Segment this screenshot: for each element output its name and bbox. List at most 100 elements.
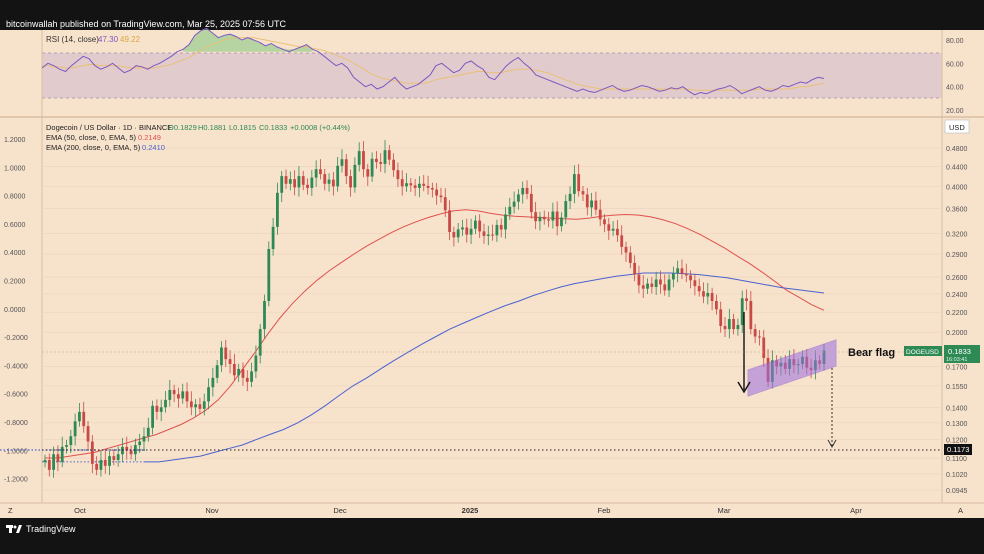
candle-body <box>659 279 662 285</box>
candle-body <box>628 252 632 263</box>
candle-body <box>258 329 262 356</box>
right-tick-label: 0.4400 <box>946 164 968 171</box>
currency-box[interactable] <box>944 119 970 134</box>
footer-bar <box>0 518 984 554</box>
right-tick-label: 0.2200 <box>946 310 968 317</box>
candle-body <box>103 459 107 466</box>
price-grid <box>42 147 942 491</box>
candle-body <box>254 355 258 372</box>
currency-label: USD <box>949 123 965 132</box>
candle-body <box>525 187 529 194</box>
candle-body <box>353 164 357 188</box>
tradingview-brand[interactable]: TradingView <box>6 524 76 534</box>
bear-flag-label: Bear flag <box>848 347 895 359</box>
ema200-line <box>145 272 825 463</box>
candles <box>43 140 826 478</box>
candle-body <box>155 405 159 412</box>
candle-body <box>641 285 645 289</box>
rsi-ma-line <box>42 37 825 91</box>
candle-body <box>689 275 692 281</box>
symbol-title: Dogecoin / US Dollar · 1D · BINANCE <box>46 123 172 132</box>
time-axis-corner-right[interactable]: A <box>958 506 963 515</box>
right-tick-label: 0.1700 <box>946 364 968 371</box>
candle-body <box>529 193 533 213</box>
chart-canvas[interactable]: 80.00 60.00 40.00 20.00 RSI (14, close) 47.… <box>0 0 984 518</box>
target-price-value: 0.1173 <box>947 445 969 454</box>
flagpole-arrow-head <box>737 381 751 394</box>
candle-body <box>78 411 81 422</box>
candle-body <box>439 195 443 198</box>
candle-body <box>344 159 348 177</box>
candle-body <box>624 246 628 253</box>
candle-body <box>267 249 271 301</box>
candle-body <box>422 183 426 186</box>
rsi-tick-label: 40.00 <box>946 85 964 92</box>
candle-body <box>611 228 615 231</box>
candle-body <box>108 456 111 466</box>
ema200-label: EMA (200, close, 0, EMA, 5) <box>46 143 141 152</box>
candle-body <box>710 292 714 301</box>
candle-body <box>220 347 223 366</box>
right-tick-label: 0.0945 <box>946 488 968 495</box>
right-tick-label: 0.3600 <box>946 207 968 214</box>
candle-body <box>551 211 555 221</box>
candle-body <box>745 298 748 301</box>
candle-body <box>456 229 460 238</box>
rsi-band <box>42 53 942 98</box>
candle-body <box>637 274 641 286</box>
candle-body <box>598 209 602 220</box>
candle-body <box>671 273 675 280</box>
candle-body <box>663 284 667 291</box>
candle-body <box>263 300 266 330</box>
candle-body <box>116 454 120 460</box>
candle-body <box>607 224 611 231</box>
publish-text: bitcoinwallah published on TradingView.c… <box>6 19 286 29</box>
candle-body <box>654 279 658 287</box>
left-tick-label: -0.4000 <box>4 363 28 370</box>
candle-body <box>452 232 456 238</box>
candle-body <box>362 151 365 170</box>
bear-flag-channel <box>747 339 837 397</box>
ema50-value: 0.2149 <box>138 133 161 142</box>
candle-body <box>99 459 103 470</box>
candle-body <box>237 368 241 376</box>
ohlc-close: C0.1833 <box>259 123 287 132</box>
last-price-tag <box>944 345 980 363</box>
candle-body <box>370 158 374 177</box>
candle-body <box>702 291 705 297</box>
candle-body <box>340 159 344 166</box>
candle-body <box>486 234 490 236</box>
candle-body <box>577 174 581 192</box>
ohlc-open: O0.1829 <box>168 123 197 132</box>
right-tick-label: 0.4800 <box>946 146 968 153</box>
candle-body <box>224 347 228 360</box>
candle-body <box>676 268 680 274</box>
candle-body <box>396 170 400 180</box>
candle-body <box>310 177 314 188</box>
rsi-tick-label: 20.00 <box>946 108 964 115</box>
last-price-value: 0.1833 <box>948 347 971 356</box>
right-tick-label: 0.2000 <box>946 330 968 337</box>
brand-label: TradingView <box>26 524 76 534</box>
candle-body <box>69 436 73 446</box>
candle-body <box>129 450 133 455</box>
rsi-plot <box>41 27 825 96</box>
rsi-tick-label: 80.00 <box>946 38 964 45</box>
candle-body <box>469 228 473 235</box>
candle-body <box>762 337 766 358</box>
candle-body <box>159 407 163 412</box>
rsi-label: RSI (14, close) <box>46 35 99 44</box>
right-tick-label: 0.1020 <box>946 472 968 479</box>
candle-body <box>284 176 288 184</box>
candle-body <box>185 391 189 402</box>
candle-body <box>461 227 464 230</box>
candle-body <box>207 387 210 402</box>
candle-body <box>603 219 606 225</box>
time-axis-corner-left[interactable]: Z <box>8 506 13 515</box>
ohlc-low: L0.1815 <box>229 123 256 132</box>
candle-body <box>146 427 150 437</box>
candle-body <box>60 446 64 462</box>
candle-body <box>82 411 86 427</box>
time-label: 2025 <box>462 506 479 515</box>
candle-body <box>151 405 154 428</box>
